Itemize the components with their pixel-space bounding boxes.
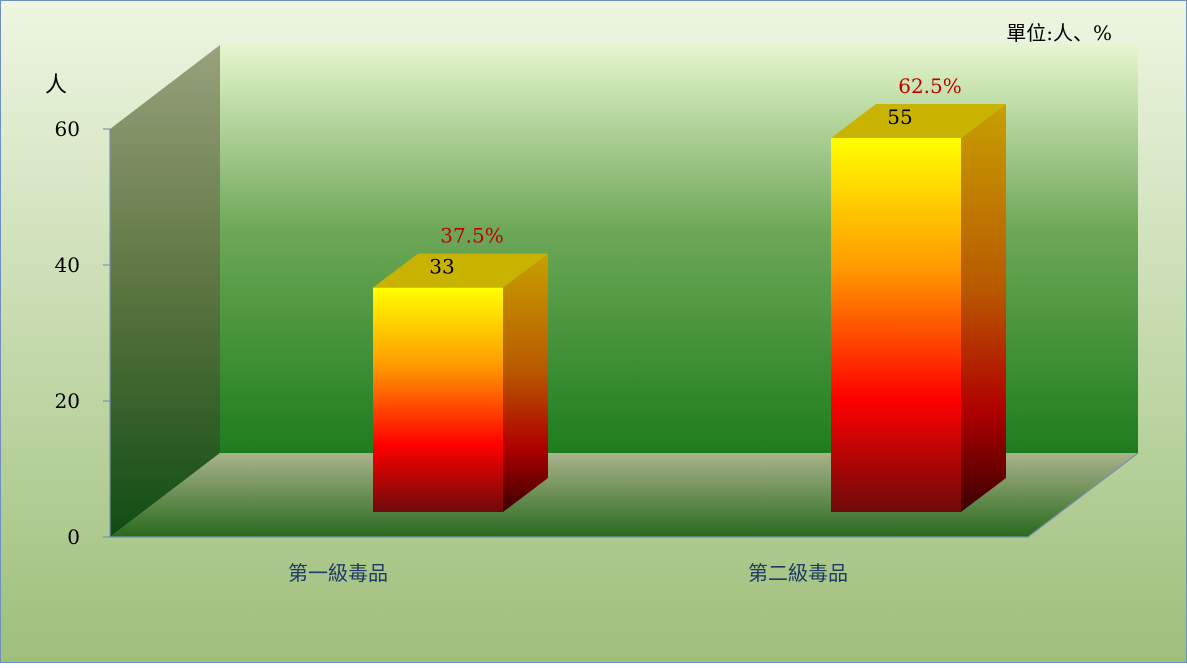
unit-note: 單位:人、% <box>1006 21 1112 45</box>
y-tick-label: 60 <box>55 117 80 141</box>
bars: 33 37.5% 55 62.5% <box>373 74 1006 512</box>
bar-top <box>831 104 1006 138</box>
x-labels: 第一級毒品 第二級毒品 <box>288 561 848 585</box>
y-tick-label: 0 <box>67 525 80 549</box>
y-ticks: 0 20 40 60 <box>55 117 110 549</box>
y-tick-label: 40 <box>55 253 80 277</box>
bar-top <box>373 253 548 288</box>
y-axis-label: 人 <box>45 73 67 98</box>
bar-percent-label: 62.5% <box>898 74 962 98</box>
bar-percent-label: 37.5% <box>440 224 504 248</box>
bar-front <box>373 287 503 512</box>
side-wall <box>110 45 220 537</box>
bar-value-label: 33 <box>429 255 454 279</box>
floor-right-edge <box>1027 452 1139 538</box>
bar-side <box>503 253 548 512</box>
bar-value-label: 55 <box>887 105 912 129</box>
bar-side <box>961 104 1006 512</box>
bar-front <box>831 138 961 512</box>
x-category-label: 第二級毒品 <box>748 561 848 585</box>
x-category-label: 第一級毒品 <box>288 561 388 585</box>
y-tick-label: 20 <box>55 389 80 413</box>
